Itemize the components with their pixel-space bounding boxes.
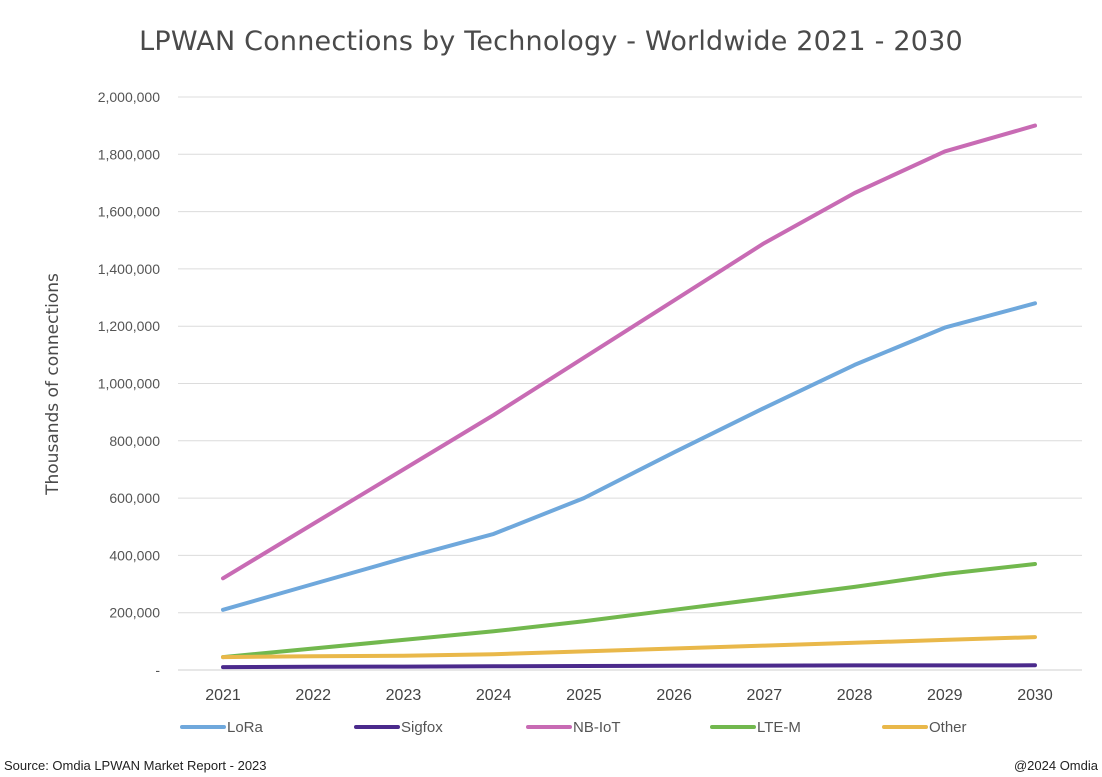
y-tick-label: 200,000: [109, 605, 160, 621]
y-tick-label: -: [155, 662, 160, 678]
x-tick-label: 2022: [295, 687, 331, 704]
series-line-nb-iot: [221, 123, 1037, 581]
copyright-note: @2024 Omdia: [1013, 758, 1098, 773]
y-tick-label: 600,000: [109, 490, 160, 506]
y-axis-title: Thousands of connections: [43, 273, 63, 496]
y-axis-tick-labels: - 200,000 400,000 600,000 800,000 1,000,000 1,…: [98, 89, 161, 678]
chart-title: LPWAN Connections by Technology - Worldw…: [139, 26, 963, 57]
x-tick-label: 2028: [837, 687, 873, 704]
x-axis-tick-labels: 2021 2022 2023 2024 2025 2026 2027 2028 2029 2030: [205, 687, 1053, 704]
legend: LoRa Sigfox NB-IoT LTE-M Other: [180, 719, 967, 736]
legend-label-sigfox: Sigfox: [401, 719, 443, 736]
x-tick-label: 2029: [927, 687, 963, 704]
x-tick-label: 2030: [1017, 687, 1053, 704]
x-tick-label: 2025: [566, 687, 602, 704]
series-line-lte-m: [221, 562, 1037, 660]
y-tick-label: 1,000,000: [98, 376, 160, 392]
y-tick-label: 1,400,000: [98, 261, 160, 277]
series-line-sigfox: [221, 663, 1037, 670]
source-note: Source: Omdia LPWAN Market Report - 2023: [4, 758, 267, 773]
x-tick-label: 2027: [747, 687, 783, 704]
y-tick-label: 800,000: [109, 433, 160, 449]
series-line-lora: [221, 301, 1037, 612]
x-tick-label: 2021: [205, 687, 241, 704]
y-tick-label: 1,600,000: [98, 204, 160, 220]
gridlines: [178, 96, 1082, 671]
legend-label-other: Other: [929, 719, 967, 736]
x-tick-label: 2026: [656, 687, 692, 704]
y-tick-label: 1,200,000: [98, 318, 160, 334]
y-tick-label: 400,000: [109, 547, 160, 563]
x-tick-label: 2024: [476, 687, 512, 704]
legend-label-nb-iot: NB-IoT: [573, 719, 621, 736]
legend-label-lte-m: LTE-M: [757, 719, 801, 736]
x-tick-label: 2023: [386, 687, 422, 704]
series-lines: [221, 123, 1037, 670]
y-tick-label: 1,800,000: [98, 146, 160, 162]
y-tick-label: 2,000,000: [98, 89, 160, 105]
series-line-other: [221, 635, 1037, 660]
legend-label-lora: LoRa: [227, 719, 264, 736]
